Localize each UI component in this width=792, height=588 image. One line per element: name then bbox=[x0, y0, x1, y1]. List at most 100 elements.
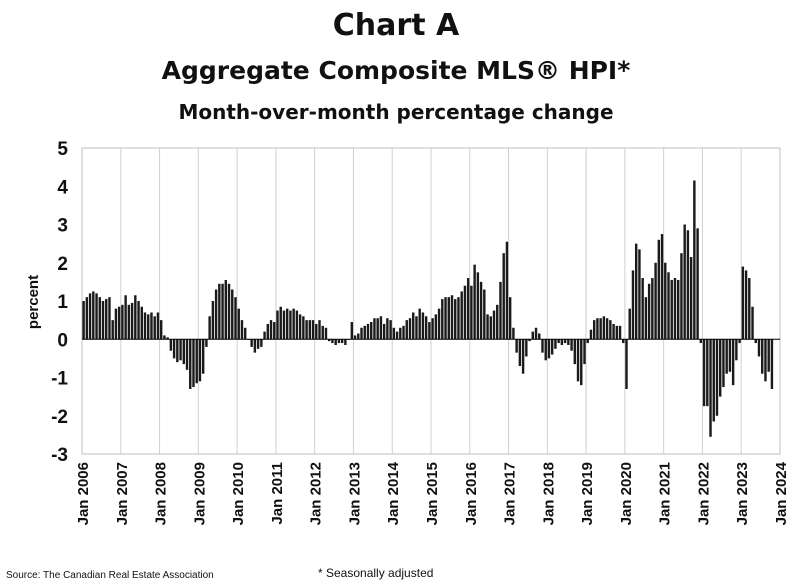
bar bbox=[751, 306, 754, 340]
bar bbox=[130, 302, 134, 340]
bar bbox=[744, 270, 748, 340]
bar bbox=[402, 325, 405, 340]
bar bbox=[205, 339, 208, 347]
bar bbox=[260, 339, 263, 347]
bar bbox=[757, 339, 761, 357]
bar bbox=[311, 320, 315, 340]
bar bbox=[156, 312, 160, 340]
bar bbox=[609, 320, 612, 340]
bar bbox=[447, 297, 450, 340]
axes-layer: 5 4 3 2 1 0 -1 -2 -3 Jan 2006 Jan 2007 Jan 2008 Jan … bbox=[51, 139, 790, 525]
bar bbox=[357, 333, 360, 340]
x-tick-label: Jan 2012 bbox=[308, 462, 325, 525]
bar bbox=[715, 339, 719, 416]
bar bbox=[143, 312, 147, 340]
bar bbox=[305, 320, 308, 340]
bar bbox=[434, 314, 438, 340]
bar bbox=[263, 331, 266, 340]
bar bbox=[234, 297, 237, 340]
bar bbox=[589, 329, 593, 340]
grid-layer bbox=[81, 147, 781, 455]
bar bbox=[489, 316, 492, 340]
bar bbox=[134, 295, 137, 340]
bar bbox=[392, 327, 396, 340]
bar bbox=[399, 327, 402, 340]
bar bbox=[195, 339, 198, 384]
bar bbox=[105, 299, 108, 340]
bar bbox=[586, 339, 589, 344]
bar bbox=[460, 291, 463, 340]
bar bbox=[172, 339, 176, 359]
bar bbox=[631, 270, 635, 340]
bar bbox=[208, 316, 211, 340]
chart-subtitle: Aggregate Composite MLS® HPI* bbox=[161, 56, 631, 85]
bar bbox=[360, 327, 363, 340]
bar bbox=[741, 266, 745, 340]
bar bbox=[761, 339, 764, 374]
bar bbox=[189, 339, 192, 389]
bar bbox=[108, 297, 111, 340]
bar bbox=[279, 306, 282, 340]
bar bbox=[256, 339, 260, 349]
bar bbox=[596, 318, 599, 340]
x-tick-label: Jan 2011 bbox=[269, 462, 286, 525]
bar bbox=[340, 339, 344, 344]
y-tick-label: 2 bbox=[57, 254, 68, 275]
x-tick-label: Jan 2010 bbox=[230, 462, 247, 525]
bar bbox=[285, 308, 289, 340]
bar bbox=[570, 339, 573, 351]
bar bbox=[538, 333, 541, 340]
bar bbox=[159, 320, 163, 340]
bar bbox=[150, 312, 153, 340]
y-tick-label: 0 bbox=[57, 330, 68, 351]
y-tick-label: -3 bbox=[51, 445, 68, 466]
x-tick-label: Jan 2009 bbox=[191, 462, 208, 525]
bar bbox=[153, 316, 156, 340]
bar bbox=[344, 339, 347, 345]
bar bbox=[166, 337, 169, 340]
bar bbox=[560, 339, 564, 345]
bar bbox=[660, 234, 664, 340]
bar bbox=[418, 308, 421, 340]
x-tick-label: Jan 2016 bbox=[463, 462, 480, 525]
x-tick-label: Jan 2021 bbox=[657, 462, 674, 525]
bar bbox=[318, 320, 321, 340]
bar bbox=[466, 278, 470, 340]
bar bbox=[612, 323, 615, 340]
chart-title: Chart A bbox=[332, 8, 460, 43]
bar bbox=[331, 339, 334, 344]
bar bbox=[667, 272, 670, 340]
bar bbox=[282, 310, 286, 340]
bar bbox=[379, 316, 383, 340]
bar bbox=[534, 327, 538, 340]
bar bbox=[605, 318, 609, 340]
bar bbox=[412, 312, 415, 340]
bar bbox=[518, 339, 522, 367]
bar bbox=[722, 339, 725, 388]
bar bbox=[101, 301, 105, 340]
bar bbox=[308, 320, 312, 340]
bar bbox=[92, 291, 95, 340]
bar bbox=[405, 320, 408, 340]
bar bbox=[395, 331, 399, 340]
bar bbox=[657, 239, 661, 340]
source-note: Source: The Canadian Real Estate Associa… bbox=[6, 570, 214, 581]
bar bbox=[111, 320, 114, 340]
bar bbox=[673, 278, 677, 340]
bar bbox=[182, 339, 185, 365]
bar bbox=[754, 339, 757, 344]
bar bbox=[641, 278, 644, 340]
bar bbox=[363, 325, 366, 340]
bar bbox=[567, 339, 570, 345]
bar bbox=[315, 323, 318, 340]
x-tick-label: Jan 2020 bbox=[618, 462, 635, 525]
bar bbox=[437, 308, 441, 340]
bar bbox=[298, 314, 302, 340]
bar bbox=[496, 304, 499, 340]
bar bbox=[728, 339, 732, 372]
bar bbox=[273, 322, 276, 340]
bar bbox=[366, 323, 370, 340]
bar bbox=[647, 283, 651, 340]
x-tick-label: Jan 2013 bbox=[346, 462, 363, 525]
bar bbox=[85, 297, 89, 340]
